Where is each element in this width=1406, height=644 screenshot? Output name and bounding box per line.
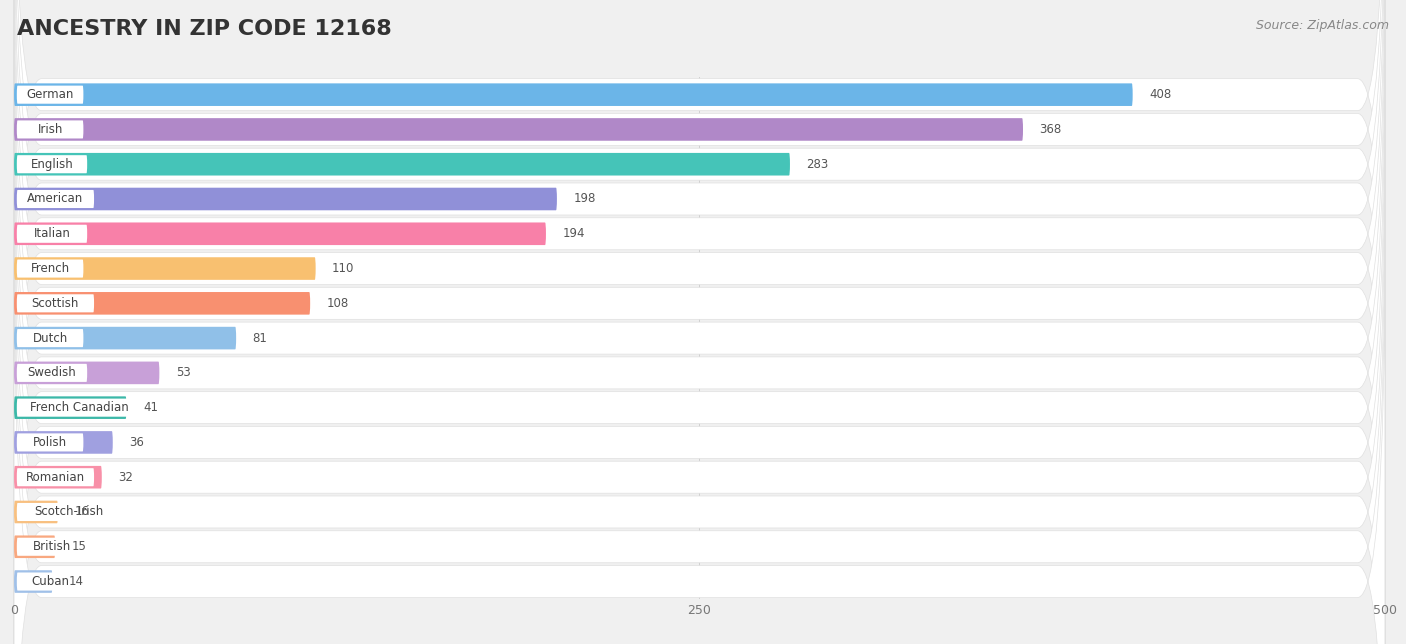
Text: Scotch-Irish: Scotch-Irish: [35, 506, 104, 518]
FancyBboxPatch shape: [14, 146, 1385, 644]
Text: 108: 108: [326, 297, 349, 310]
FancyBboxPatch shape: [14, 250, 1385, 644]
Text: ANCESTRY IN ZIP CODE 12168: ANCESTRY IN ZIP CODE 12168: [17, 19, 392, 39]
Text: Irish: Irish: [38, 123, 63, 136]
Text: British: British: [32, 540, 72, 553]
Text: American: American: [27, 193, 83, 205]
FancyBboxPatch shape: [17, 364, 87, 382]
Text: 32: 32: [118, 471, 134, 484]
Text: English: English: [31, 158, 73, 171]
FancyBboxPatch shape: [14, 215, 1385, 644]
FancyBboxPatch shape: [14, 83, 1133, 106]
FancyBboxPatch shape: [17, 190, 94, 208]
FancyBboxPatch shape: [14, 222, 546, 245]
FancyBboxPatch shape: [17, 538, 87, 556]
FancyBboxPatch shape: [14, 118, 1024, 141]
FancyBboxPatch shape: [14, 0, 1385, 461]
Text: 283: 283: [807, 158, 828, 171]
FancyBboxPatch shape: [14, 327, 236, 350]
FancyBboxPatch shape: [14, 466, 101, 489]
FancyBboxPatch shape: [14, 111, 1385, 644]
FancyBboxPatch shape: [17, 86, 83, 104]
FancyBboxPatch shape: [17, 573, 83, 591]
FancyBboxPatch shape: [14, 41, 1385, 644]
Text: Scottish: Scottish: [32, 297, 79, 310]
Text: Polish: Polish: [32, 436, 67, 449]
Text: German: German: [27, 88, 73, 101]
FancyBboxPatch shape: [14, 431, 112, 454]
FancyBboxPatch shape: [17, 120, 83, 138]
FancyBboxPatch shape: [14, 570, 52, 593]
Text: Cuban: Cuban: [31, 575, 69, 588]
FancyBboxPatch shape: [17, 329, 83, 347]
FancyBboxPatch shape: [14, 153, 790, 176]
FancyBboxPatch shape: [14, 500, 58, 524]
FancyBboxPatch shape: [14, 257, 316, 280]
Text: Swedish: Swedish: [28, 366, 76, 379]
FancyBboxPatch shape: [14, 0, 1385, 531]
Text: 15: 15: [72, 540, 87, 553]
Text: Romanian: Romanian: [25, 471, 84, 484]
FancyBboxPatch shape: [14, 535, 55, 558]
Text: 110: 110: [332, 262, 354, 275]
FancyBboxPatch shape: [17, 225, 87, 243]
Text: Dutch: Dutch: [32, 332, 67, 345]
Text: French: French: [31, 262, 70, 275]
FancyBboxPatch shape: [14, 0, 1385, 635]
FancyBboxPatch shape: [14, 0, 1385, 426]
Text: 14: 14: [69, 575, 84, 588]
FancyBboxPatch shape: [14, 180, 1385, 644]
Text: 198: 198: [574, 193, 596, 205]
FancyBboxPatch shape: [14, 0, 1385, 496]
FancyBboxPatch shape: [17, 503, 121, 521]
Text: 53: 53: [176, 366, 191, 379]
FancyBboxPatch shape: [17, 155, 87, 173]
FancyBboxPatch shape: [17, 468, 94, 486]
FancyBboxPatch shape: [14, 292, 311, 315]
FancyBboxPatch shape: [14, 0, 1385, 565]
FancyBboxPatch shape: [14, 396, 127, 419]
FancyBboxPatch shape: [14, 0, 1385, 600]
FancyBboxPatch shape: [14, 187, 557, 211]
Text: 81: 81: [253, 332, 267, 345]
Text: 194: 194: [562, 227, 585, 240]
Text: 36: 36: [129, 436, 143, 449]
Text: French Canadian: French Canadian: [30, 401, 129, 414]
FancyBboxPatch shape: [17, 433, 83, 451]
Text: 368: 368: [1039, 123, 1062, 136]
FancyBboxPatch shape: [14, 6, 1385, 644]
Text: Source: ZipAtlas.com: Source: ZipAtlas.com: [1256, 19, 1389, 32]
Text: 41: 41: [143, 401, 157, 414]
FancyBboxPatch shape: [17, 260, 83, 278]
Text: 408: 408: [1149, 88, 1171, 101]
FancyBboxPatch shape: [14, 76, 1385, 644]
Text: Italian: Italian: [34, 227, 70, 240]
FancyBboxPatch shape: [17, 399, 142, 417]
FancyBboxPatch shape: [17, 294, 94, 312]
FancyBboxPatch shape: [14, 361, 159, 384]
Text: 16: 16: [75, 506, 90, 518]
